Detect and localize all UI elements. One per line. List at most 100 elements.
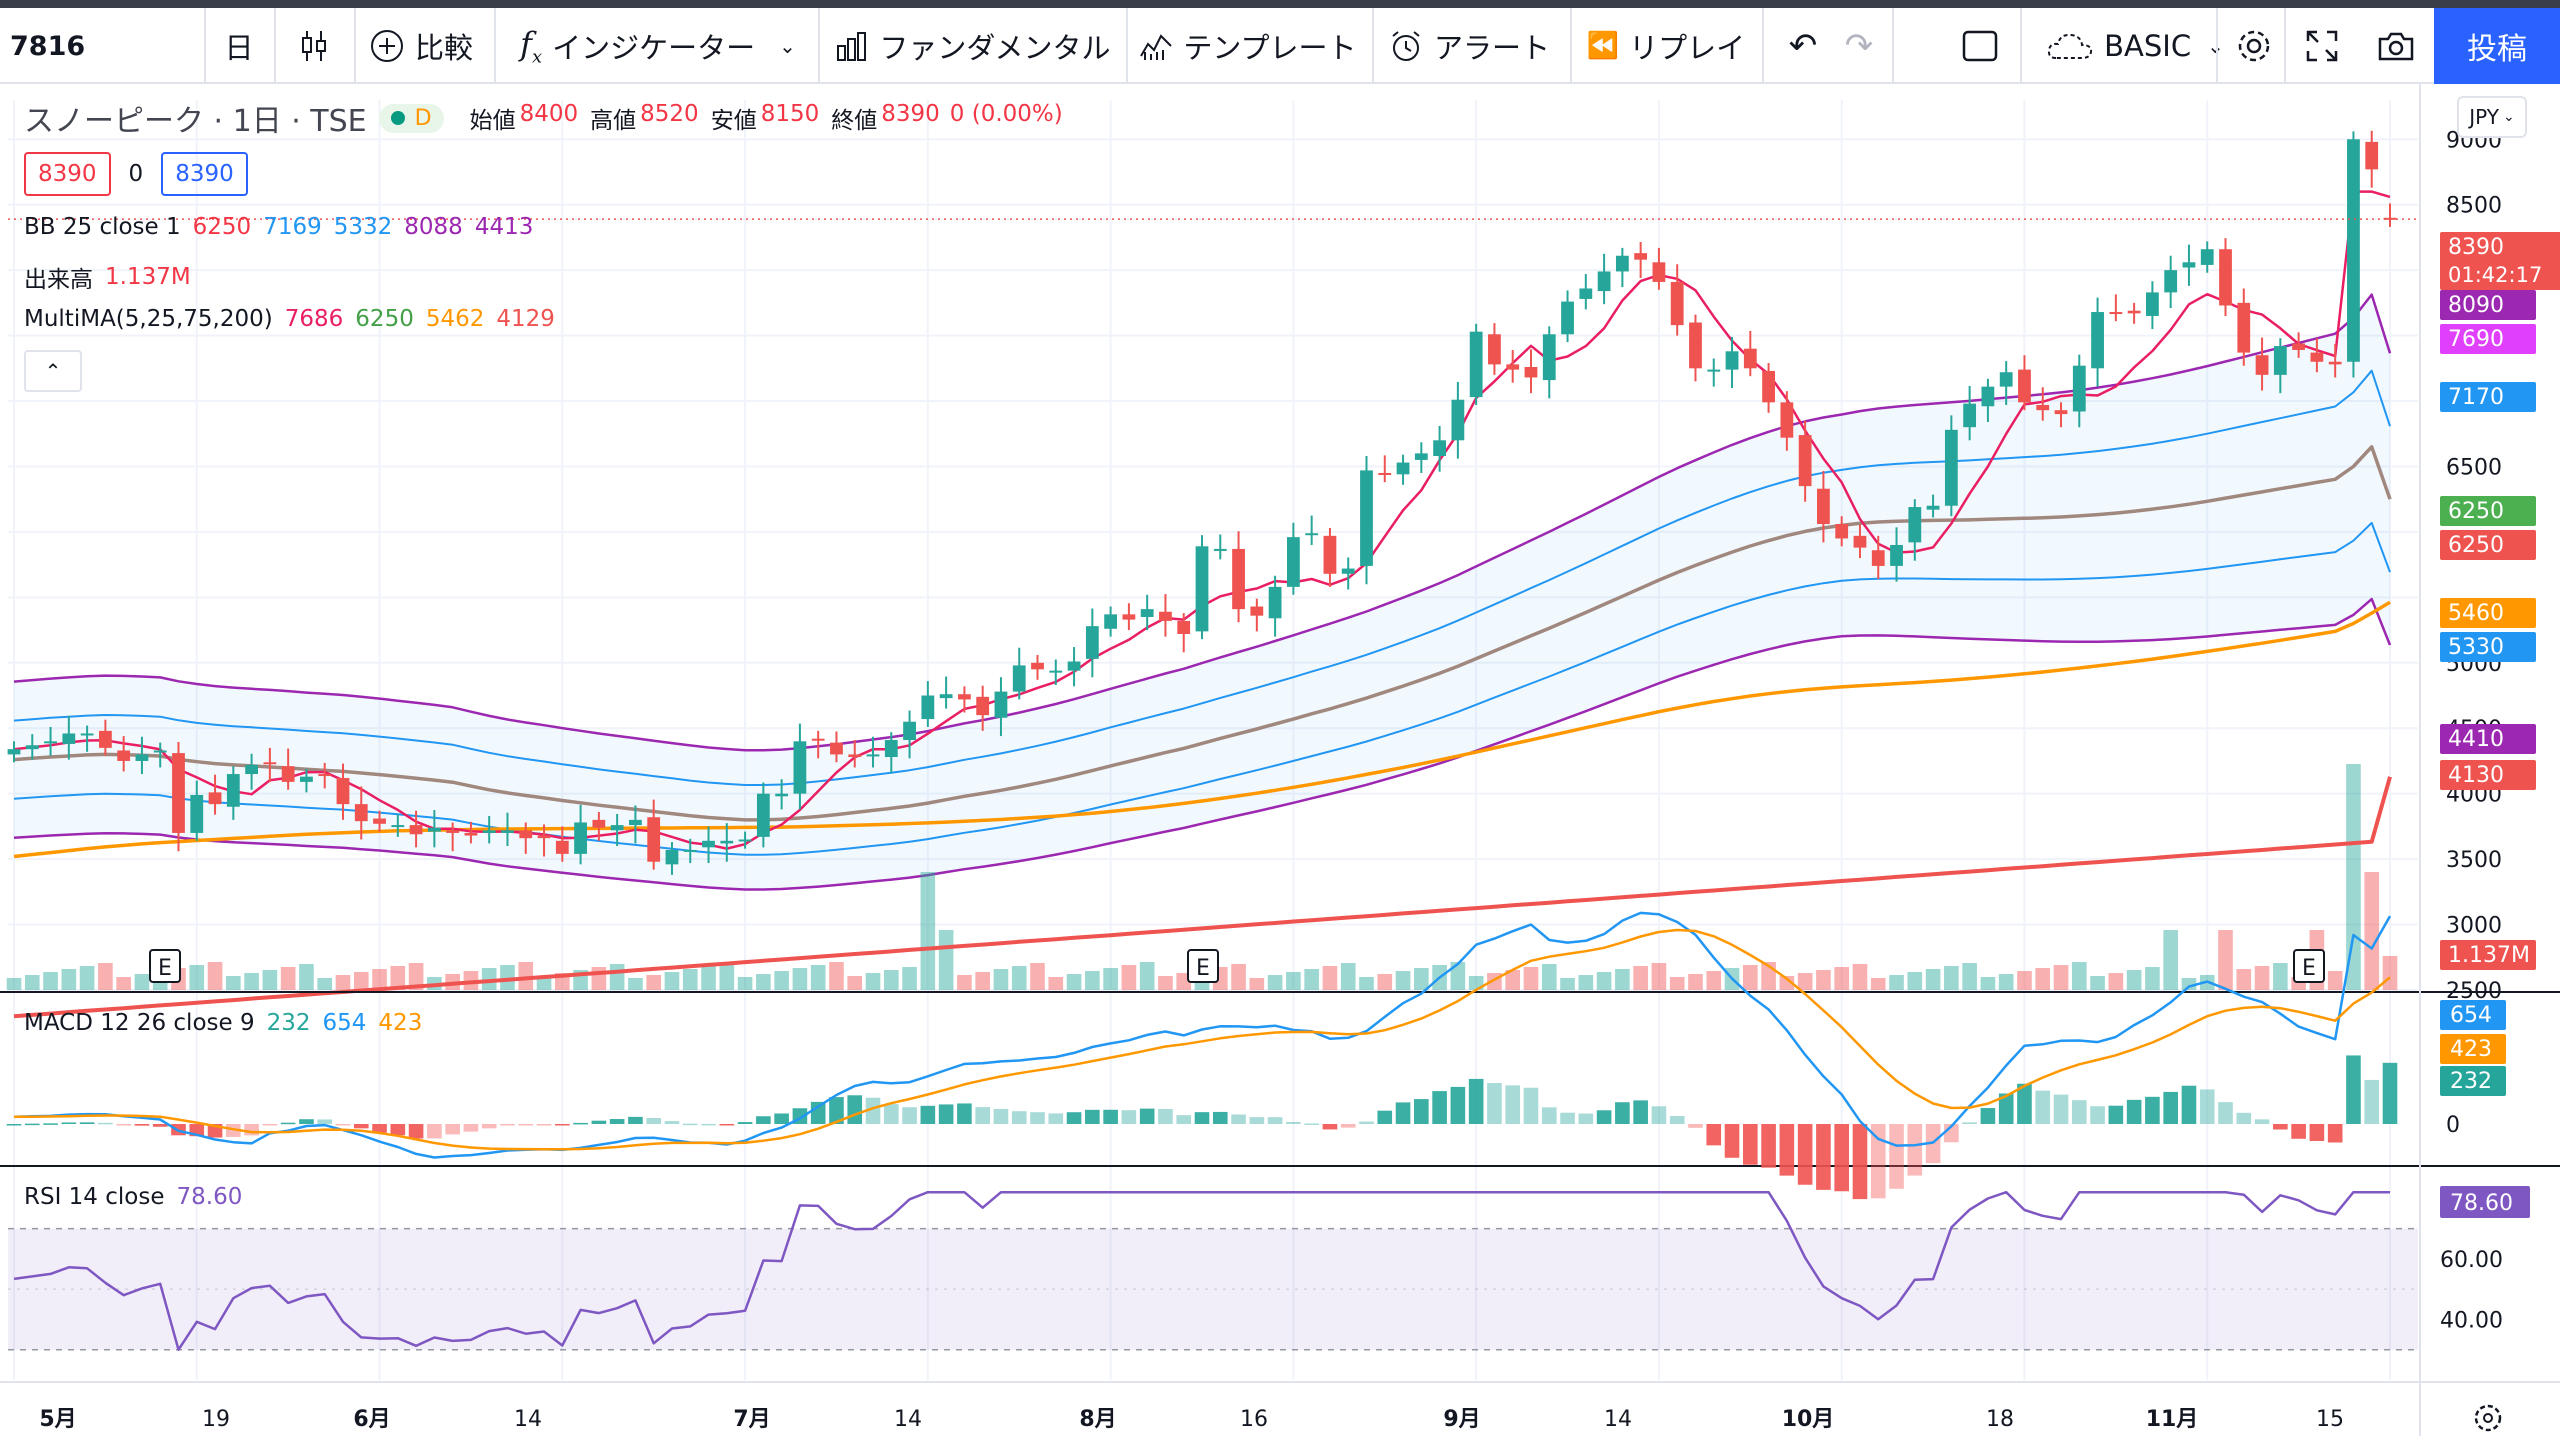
volume-bar (500, 965, 515, 990)
macd-histogram-bar (43, 1123, 58, 1125)
bid-button[interactable]: 8390 (24, 152, 111, 196)
candle (629, 805, 642, 844)
price-badge-bg (2440, 382, 2536, 412)
candle-body (501, 830, 514, 833)
macd-histogram-bar (2163, 1091, 2178, 1124)
currency-label: JPY (2469, 105, 2499, 129)
candle (775, 779, 789, 810)
templates-button[interactable]: テンプレート (1130, 8, 1366, 84)
macd-histogram-bar (481, 1124, 497, 1129)
fullscreen-button[interactable] (2286, 8, 2358, 84)
undo-button[interactable]: ↶ (1770, 8, 1836, 84)
candle-body (866, 754, 880, 757)
candle-body (958, 694, 971, 700)
volume-legend[interactable]: 出来高 1.137M (24, 260, 191, 294)
candle-body (1798, 435, 1812, 487)
candle-body (7, 749, 21, 755)
high-value: 8520 (640, 101, 699, 127)
settings-button[interactable] (2218, 8, 2290, 84)
macd-histogram-bar (1340, 1124, 1356, 1128)
gear-icon (2474, 1404, 2502, 1432)
volume-bar (1742, 965, 1758, 990)
fullscreen-layout-button[interactable] (1940, 8, 2020, 84)
fundamentals-button[interactable]: ファンダメンタル (822, 8, 1124, 84)
toolbar-divider (1126, 8, 1128, 84)
volume-bar (1560, 978, 1575, 990)
volume-bar (865, 973, 881, 990)
volume-bar (2035, 968, 2051, 990)
candle (1250, 598, 1264, 632)
candle-body (884, 740, 898, 758)
replay-button[interactable]: ⏪ リプレイ (1574, 8, 1758, 84)
candle-body (2072, 365, 2086, 412)
ask-button[interactable]: 8390 (161, 152, 248, 196)
macd-histogram-bar (1852, 1124, 1868, 1200)
snapshot-button[interactable] (2360, 8, 2432, 84)
low-value: 8150 (760, 101, 820, 127)
candle (25, 734, 39, 760)
ohlc-values: 始値 8400 高値 8520 安値 8150 終値 8390 0 (0.00%) (470, 101, 1063, 135)
ma-legend[interactable]: MultiMA(5,25,75,200) 7686 6250 5462 4129 (24, 306, 555, 332)
rsi-value: 78.60 (176, 1184, 243, 1210)
interval-label: 日 (224, 31, 254, 65)
candle (1140, 594, 1154, 631)
earnings-marker-may: E (149, 949, 181, 983)
expand-icon (2306, 30, 2338, 62)
candle-body (1085, 626, 1099, 659)
post-button[interactable]: 投稿 (2434, 8, 2560, 84)
candle-body (1707, 369, 1721, 372)
macd-badge: 423 (2440, 1034, 2506, 1064)
macd-legend[interactable]: MACD 12 26 close 9 232 654 423 (24, 1010, 422, 1036)
macd-histogram-bar (737, 1122, 753, 1124)
candle (1067, 647, 1081, 687)
candle-body (1323, 535, 1337, 574)
bb-lower-value: 5332 (333, 214, 393, 240)
macd-histogram-bar (609, 1119, 625, 1124)
compare-button[interactable]: 比較 (356, 8, 486, 84)
volume-bar (1286, 972, 1301, 990)
rsi-legend[interactable]: RSI 14 close 78.60 (24, 1184, 242, 1210)
collapse-legend-button[interactable]: ⌃ (24, 350, 82, 392)
chart-type-button[interactable] (276, 8, 352, 84)
macd-histogram-bar (1304, 1123, 1319, 1125)
alerts-button[interactable]: アラート (1376, 8, 1562, 84)
candle (135, 736, 149, 775)
layout-button[interactable]: BASIC ⌄ (2024, 8, 2246, 84)
candle-body (281, 766, 295, 782)
candle (2365, 130, 2379, 188)
indicators-button[interactable]: fx インジケーター ⌄ (500, 8, 816, 84)
interval-button[interactable]: 日 (206, 8, 272, 84)
candle (2146, 281, 2159, 330)
camera-icon (2378, 32, 2414, 61)
candle-body (683, 849, 697, 852)
earnings-marker-label: E (2302, 956, 2316, 981)
rsi-badge-bg (2440, 1186, 2530, 1218)
volume-bar (1962, 963, 1977, 990)
candle-body (2054, 410, 2068, 415)
redo-button[interactable]: ↷ (1826, 8, 1892, 84)
symbol-search-button[interactable]: 7816 (10, 8, 200, 84)
chart-canvas[interactable]: EEE9000850075007000650050004500400035003… (0, 84, 2560, 1436)
candle (2292, 332, 2306, 358)
candle (1853, 524, 1867, 559)
candle (1305, 515, 1319, 545)
indicators-label: インジケーター (552, 31, 756, 65)
candle-body (135, 754, 149, 761)
candle-body (1378, 473, 1392, 476)
macd-histogram-bar (591, 1120, 607, 1124)
open-label: 始値 (469, 108, 516, 134)
macd-histogram-bar (518, 1124, 534, 1126)
toolbar-divider (204, 8, 206, 84)
volume-bar (1085, 971, 1100, 990)
candle-body (1780, 402, 1794, 438)
volume-bar (609, 964, 625, 990)
volume-bar (2053, 965, 2069, 990)
earnings-marker-label: E (158, 956, 172, 981)
candle (263, 747, 277, 782)
candle-body (665, 849, 679, 865)
volume-bar (6, 978, 22, 990)
bb-legend[interactable]: BB 25 close 1 6250 7169 5332 8088 4413 (24, 214, 533, 240)
currency-button[interactable]: JPY ⌄ (2457, 96, 2527, 138)
candle-body (1286, 537, 1300, 587)
price-badge-bg (2440, 724, 2536, 754)
